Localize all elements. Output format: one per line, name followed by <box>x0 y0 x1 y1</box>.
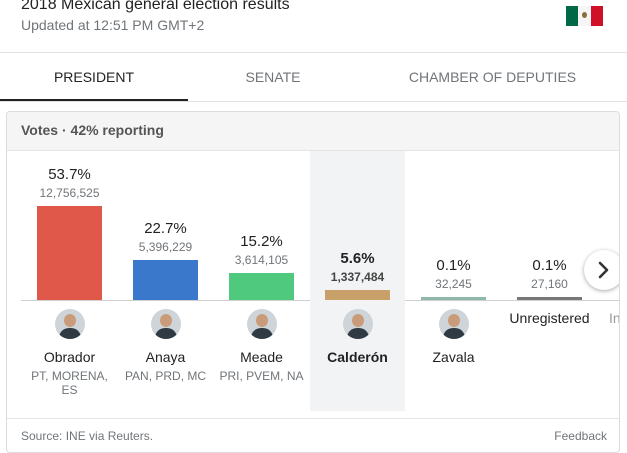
candidate-name: Anaya <box>145 349 186 365</box>
candidate-votes: 12,756,525 <box>39 186 100 200</box>
page-title: 2018 Mexican general election results <box>21 0 290 13</box>
candidate-votes: 5,396,229 <box>138 240 193 254</box>
candidate-votes: 1,337,484 <box>330 270 385 284</box>
updated-timestamp: Updated at 12:51 PM GMT+2 <box>21 17 205 33</box>
votes-header: Votes · 42% reporting <box>7 112 619 151</box>
feedback-link[interactable]: Feedback <box>554 429 607 443</box>
header-divider <box>0 52 627 53</box>
candidate-calderon[interactable]: 5.6% 1,337,484 Calderón <box>310 151 405 411</box>
candidate-percent: 15.2% <box>240 233 283 250</box>
candidate-meade[interactable]: 15.2% 3,614,105 Meade PRI, PVEM, NA <box>214 151 309 411</box>
candidate-percent: 53.7% <box>48 166 91 183</box>
card-footer: Source: INE via Reuters. Feedback <box>7 418 619 452</box>
avatar <box>151 309 181 339</box>
candidate-percent: 5.6% <box>340 250 375 267</box>
votes-reporting-label: Votes · 42% reporting <box>21 122 164 138</box>
candidate-percent: 22.7% <box>144 220 187 237</box>
tab-chamber-of-deputies[interactable]: CHAMBER OF DEPUTIES <box>408 69 577 85</box>
mexico-flag-icon <box>566 6 603 26</box>
avatar <box>55 309 85 339</box>
election-tabs: PRESIDENT SENATE CHAMBER OF DEPUTIES <box>0 53 627 101</box>
source-attribution: Source: INE via Reuters. <box>21 429 154 443</box>
candidate-votes: 27,160 <box>531 277 568 291</box>
candidate-anaya[interactable]: 22.7% 5,396,229 Anaya PAN, PRD, MC <box>118 151 213 411</box>
candidate-party: PAN, PRD, MC <box>124 369 207 383</box>
candidate-name: Calderón <box>327 349 388 365</box>
partial-next-candidate-label: In <box>609 310 620 326</box>
candidate-name: Meade <box>240 349 283 365</box>
candidate-name: Zavala <box>432 349 475 365</box>
results-card: Votes · 42% reporting 53.7% 12,756,525 O… <box>6 111 620 453</box>
candidate-bar <box>37 206 102 300</box>
avatar <box>247 309 277 339</box>
avatar <box>439 309 469 339</box>
candidate-bar <box>229 273 294 300</box>
candidate-zavala[interactable]: 0.1% 32,245 Zavala <box>406 151 501 411</box>
tab-president[interactable]: PRESIDENT <box>0 53 188 101</box>
candidate-bar <box>133 260 198 300</box>
candidate-obrador[interactable]: 53.7% 12,756,525 Obrador PT, MORENA, ES <box>22 151 117 411</box>
chevron-right-icon <box>598 261 609 279</box>
candidate-votes: 3,614,105 <box>234 253 289 267</box>
header: 2018 Mexican general election results Up… <box>0 0 627 52</box>
candidate-bar <box>325 290 390 300</box>
avatar <box>343 309 373 339</box>
candidate-percent: 0.1% <box>532 257 567 274</box>
next-candidates-button[interactable] <box>584 250 619 290</box>
candidate-name: Obrador <box>43 349 96 365</box>
candidate-bar <box>421 297 486 300</box>
candidate-party: PRI, PVEM, NA <box>219 369 304 383</box>
tab-senate[interactable]: SENATE <box>245 69 301 85</box>
candidate-votes: 32,245 <box>435 277 472 291</box>
candidate-bar <box>517 297 582 300</box>
candidate-percent: 0.1% <box>436 257 471 274</box>
candidate-unregistered[interactable]: 0.1% 27,160 Unregistered <box>502 151 597 411</box>
tabs-divider <box>0 101 627 102</box>
candidate-name: Unregistered <box>509 310 590 326</box>
candidate-party: PT, MORENA, ES <box>31 369 108 397</box>
